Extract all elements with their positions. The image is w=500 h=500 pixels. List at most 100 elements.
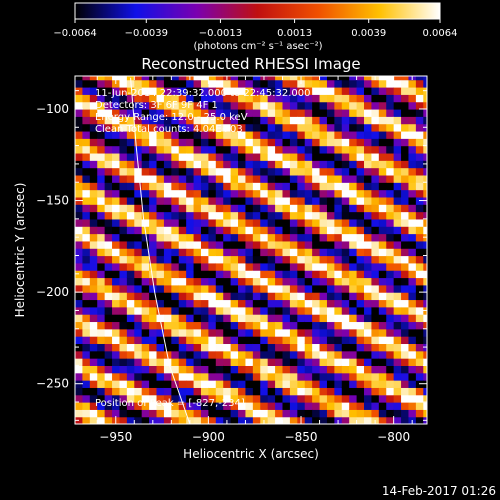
- heatmap-cell: [89, 101, 98, 110]
- heatmap-cell: [364, 240, 373, 249]
- heatmap-cell: [134, 226, 143, 235]
- heatmap-cell: [282, 409, 291, 418]
- heatmap-cell: [126, 387, 135, 396]
- heatmap-cell: [223, 409, 232, 418]
- heatmap-cell: [326, 248, 335, 257]
- heatmap-cell: [356, 145, 365, 154]
- heatmap-cell: [401, 248, 410, 257]
- heatmap-cell: [178, 416, 187, 424]
- heatmap-cell: [200, 372, 209, 381]
- heatmap-cell: [245, 336, 254, 345]
- heatmap-cell: [297, 336, 306, 345]
- heatmap-cell: [267, 380, 276, 388]
- heatmap-cell: [423, 145, 427, 154]
- heatmap-cell: [334, 350, 343, 359]
- heatmap-cell: [326, 167, 335, 176]
- heatmap-cell: [319, 108, 328, 117]
- heatmap-cell: [230, 306, 239, 315]
- heatmap-cell: [163, 76, 172, 81]
- heatmap-cell: [401, 79, 410, 88]
- heatmap-cell: [171, 336, 180, 345]
- heatmap-cell: [163, 218, 172, 227]
- heatmap-cell: [178, 299, 187, 308]
- heatmap-cell: [260, 145, 269, 154]
- heatmap-cell: [200, 86, 209, 95]
- heatmap-cell: [267, 167, 276, 176]
- heatmap-cell: [134, 299, 143, 308]
- heatmap-cell: [238, 196, 247, 205]
- heatmap-cell: [208, 240, 217, 249]
- heatmap-cell: [141, 387, 150, 396]
- heatmap-cell: [238, 138, 247, 147]
- heatmap-cell: [223, 358, 232, 366]
- heatmap-cell: [156, 262, 165, 271]
- heatmap-cell: [156, 365, 165, 374]
- heatmap-cell: [297, 372, 306, 381]
- heatmap-cell: [304, 365, 313, 374]
- heatmap-cell: [230, 123, 239, 132]
- heatmap-cell: [75, 182, 84, 191]
- heatmap-cell: [401, 130, 410, 139]
- heatmap-cell: [149, 94, 158, 103]
- heatmap-cell: [393, 138, 402, 147]
- heatmap-cell: [356, 336, 365, 345]
- heatmap-cell: [289, 358, 298, 366]
- heatmap-cell: [200, 240, 209, 249]
- heatmap-cell: [156, 211, 165, 220]
- heatmap-cell: [415, 160, 424, 169]
- heatmap-cell: [386, 240, 395, 249]
- heatmap-cell: [186, 116, 195, 125]
- heatmap-cell: [356, 116, 365, 125]
- heatmap-cell: [119, 328, 128, 337]
- heatmap-cell: [275, 292, 284, 301]
- heatmap-cell: [275, 240, 284, 249]
- heatmap-cell: [245, 248, 254, 257]
- heatmap-cell: [334, 152, 343, 161]
- heatmap-cell: [349, 145, 358, 154]
- heatmap-cell: [401, 94, 410, 103]
- heatmap-cell: [260, 160, 269, 169]
- heatmap-cell: [112, 343, 121, 352]
- heatmap-cell: [371, 255, 380, 264]
- heatmap-cell: [415, 321, 424, 330]
- heatmap-cell: [200, 204, 209, 213]
- heatmap-cell: [326, 321, 335, 330]
- heatmap-cell: [186, 409, 195, 418]
- heatmap-cell: [97, 233, 106, 242]
- heatmap-cell: [245, 262, 254, 271]
- heatmap-cell: [178, 350, 187, 359]
- heatmap-cell: [223, 189, 232, 198]
- heatmap-cell: [134, 372, 143, 381]
- heatmap-cell: [252, 94, 261, 103]
- heatmap-cell: [82, 343, 91, 352]
- heatmap-cell: [89, 211, 98, 220]
- heatmap-cell: [208, 138, 217, 147]
- heatmap-cell: [393, 292, 402, 301]
- heatmap-cell: [282, 204, 291, 213]
- heatmap-cell: [423, 182, 427, 191]
- heatmap-cell: [371, 189, 380, 198]
- heatmap-cell: [341, 255, 350, 264]
- heatmap-cell: [326, 409, 335, 418]
- heatmap-cell: [126, 218, 135, 227]
- heatmap-cell: [349, 76, 358, 81]
- heatmap-cell: [223, 270, 232, 279]
- heatmap-cell: [378, 145, 387, 154]
- heatmap-cell: [304, 123, 313, 132]
- heatmap-cell: [186, 372, 195, 381]
- heatmap-cell: [349, 167, 358, 176]
- heatmap-cell: [75, 350, 84, 359]
- heatmap-cell: [364, 372, 373, 381]
- heatmap-cell: [423, 204, 427, 213]
- heatmap-cell: [423, 409, 427, 418]
- heatmap-cell: [371, 387, 380, 396]
- heatmap-cell: [334, 167, 343, 176]
- heatmap-cell: [282, 358, 291, 366]
- heatmap-cell: [260, 101, 269, 110]
- heatmap-cell: [149, 138, 158, 147]
- heatmap-cell: [104, 306, 113, 315]
- heatmap-cell: [82, 350, 91, 359]
- heatmap-cell: [230, 76, 239, 81]
- heatmap-cell: [141, 365, 150, 374]
- heatmap-cell: [341, 343, 350, 352]
